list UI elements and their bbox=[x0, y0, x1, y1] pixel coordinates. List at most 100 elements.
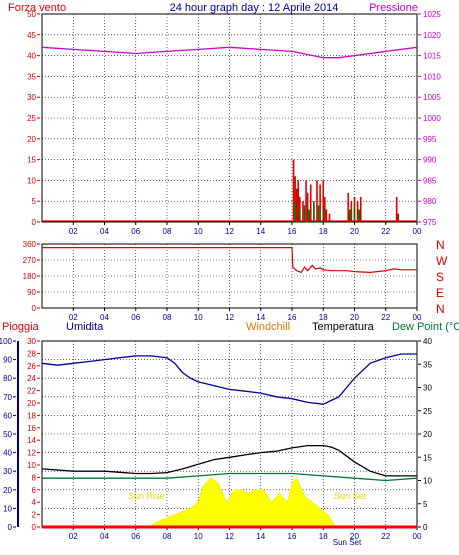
y-tick-label: 1015 bbox=[423, 52, 441, 61]
wind-avg-bar bbox=[358, 209, 360, 222]
dew-point-line bbox=[42, 472, 418, 482]
wind-gust-bar bbox=[319, 184, 321, 222]
wind-avg-bar bbox=[313, 201, 315, 222]
y-tick-label: 18 bbox=[27, 411, 36, 420]
x-tick-label: 12 bbox=[225, 532, 234, 541]
x-tick-label: 12 bbox=[225, 313, 234, 322]
y-tick-label: 5 bbox=[32, 197, 37, 206]
y-tick-label: 8 bbox=[32, 473, 37, 482]
x-tick-label: 00 bbox=[413, 227, 422, 236]
mid-series bbox=[42, 247, 417, 274]
y-tick-label: 35 bbox=[423, 360, 432, 369]
y-tick-label: 30 bbox=[27, 337, 36, 346]
y-tick-label: 10 bbox=[423, 477, 432, 486]
x-tick-label: 14 bbox=[256, 532, 265, 541]
y-tick-label: 975 bbox=[423, 218, 437, 227]
y-tick-label: 24 bbox=[27, 374, 36, 383]
x-tick-label: 10 bbox=[194, 313, 203, 322]
x-tick-label: 02 bbox=[69, 227, 78, 236]
wind-gust-bar bbox=[305, 180, 307, 222]
y-tick-label: 50 bbox=[27, 10, 36, 19]
y-tick-label: 0 bbox=[32, 523, 37, 532]
wind-avg-bar bbox=[353, 205, 356, 222]
windchill-label: Windchill bbox=[246, 321, 290, 333]
wind-avg-bar bbox=[317, 205, 320, 222]
wind-gust-bar bbox=[306, 192, 309, 222]
y-tick-label: 0 bbox=[32, 218, 37, 227]
y-tick-label: 26 bbox=[27, 362, 36, 371]
y-tick-label: 10 bbox=[27, 461, 36, 470]
y-tick-label: 985 bbox=[423, 176, 437, 185]
y-tick-label: 1025 bbox=[423, 10, 441, 19]
y-tick-label: 25 bbox=[423, 407, 432, 416]
y-tick-label: 50 bbox=[3, 430, 12, 439]
direction-label-e: E bbox=[436, 286, 444, 300]
x-tick-label: 18 bbox=[319, 532, 328, 541]
wind-gust-bar bbox=[328, 213, 331, 222]
humidity-temperature-panel: Pioggia Umidita Windchill Temperatura De… bbox=[0, 321, 459, 547]
temperature-line bbox=[41, 444, 417, 477]
x-tick-label: 20 bbox=[350, 227, 359, 236]
x-tick-label: 04 bbox=[100, 313, 109, 322]
wind-speed-title: Forza vento bbox=[8, 2, 66, 14]
y-tick-label: 40 bbox=[27, 52, 36, 61]
y-tick-label: 15 bbox=[27, 156, 36, 165]
solar-radiation-area bbox=[147, 476, 337, 528]
y-tick-label: 28 bbox=[27, 349, 36, 358]
y-tick-label: 2 bbox=[32, 511, 37, 520]
y-tick-label: 995 bbox=[423, 135, 437, 144]
y-tick-label: 20 bbox=[3, 486, 12, 495]
top-series bbox=[41, 46, 418, 222]
x-tick-label: 18 bbox=[319, 313, 328, 322]
y-tick-label: 10 bbox=[27, 176, 36, 185]
y-tick-label: 30 bbox=[3, 467, 12, 476]
x-tick-label: 02 bbox=[69, 313, 78, 322]
y-tick-label: 90 bbox=[27, 288, 36, 297]
x-tick-label: 00 bbox=[413, 532, 422, 541]
y-tick-label: 45 bbox=[27, 31, 36, 40]
wind-gust-bar bbox=[302, 201, 304, 222]
sun-rise-label: Sun Rise bbox=[128, 491, 165, 501]
wind-gust-bar bbox=[299, 197, 301, 222]
x-tick-label: 22 bbox=[381, 313, 390, 322]
wind-gust-bar bbox=[316, 180, 318, 222]
wind-direction-axis: 0 90 180 270 360 bbox=[23, 240, 40, 313]
y-tick-label: 40 bbox=[3, 449, 12, 458]
y-tick-label: 980 bbox=[423, 197, 437, 206]
y-tick-label: 22 bbox=[27, 387, 36, 396]
bot-x-axis: 02 04 06 08 10 12 14 16 18 20 22 00 bbox=[69, 527, 422, 541]
pressure-line bbox=[41, 46, 418, 59]
y-tick-label: 14 bbox=[27, 436, 36, 445]
y-tick-label: 30 bbox=[27, 93, 36, 102]
x-tick-label: 08 bbox=[163, 313, 172, 322]
x-tick-label: 22 bbox=[381, 227, 390, 236]
wind-gust-bar bbox=[322, 180, 325, 222]
bot-grid bbox=[42, 340, 418, 528]
wind-gust-bar bbox=[359, 197, 362, 222]
wind-avg-bar bbox=[303, 205, 306, 222]
direction-label-n2: N bbox=[436, 302, 445, 316]
y-tick-label: 5 bbox=[423, 500, 428, 509]
wind-speed-axis: 0 5 10 15 20 25 30 35 40 45 50 bbox=[27, 10, 40, 227]
wind-pressure-panel: Forza vento 24 hour graph day : 12 April… bbox=[8, 2, 441, 236]
y-tick-label: 12 bbox=[27, 449, 36, 458]
x-tick-label: 20 bbox=[350, 313, 359, 322]
y-tick-label: 180 bbox=[23, 272, 37, 281]
y-tick-label: 15 bbox=[423, 453, 432, 462]
wind-avg-bar bbox=[299, 209, 301, 222]
y-tick-label: 10 bbox=[3, 504, 12, 513]
wind-gust-bar bbox=[397, 213, 400, 222]
wind-avg-bar bbox=[294, 201, 296, 222]
x-tick-label: 08 bbox=[163, 532, 172, 541]
wind-gust-bar bbox=[395, 197, 398, 222]
direction-label-w: W bbox=[436, 254, 448, 268]
wind-gust-bar bbox=[297, 180, 300, 222]
y-tick-label: 25 bbox=[27, 114, 36, 123]
umidita-label: Umidita bbox=[66, 321, 104, 333]
y-tick-label: 35 bbox=[27, 72, 36, 81]
y-tick-label: 6 bbox=[32, 486, 37, 495]
sun-set-label: Sun Set bbox=[334, 491, 367, 501]
humidity-line bbox=[41, 353, 417, 405]
x-tick-label: 22 bbox=[381, 532, 390, 541]
